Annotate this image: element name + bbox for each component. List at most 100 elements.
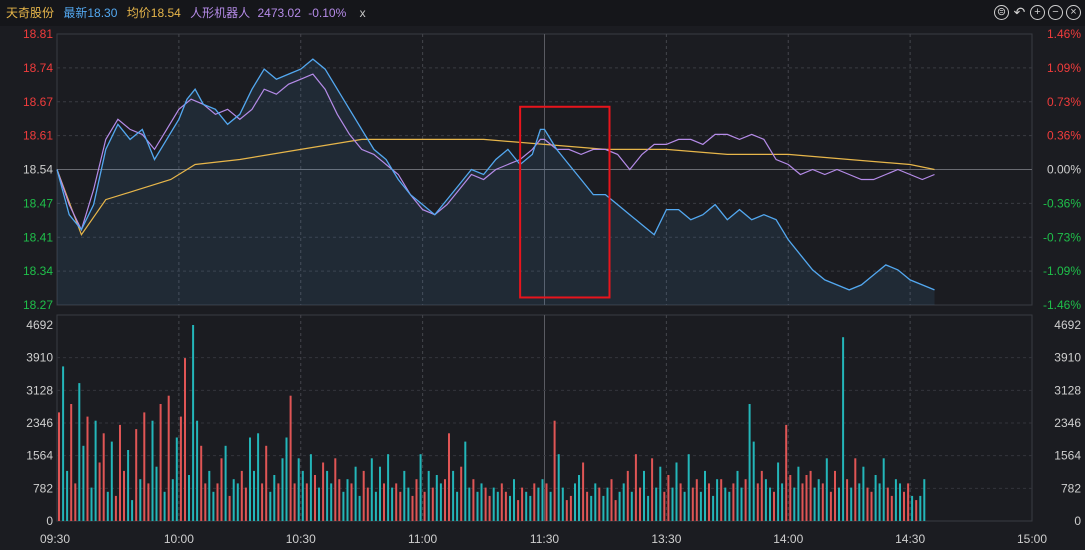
volume-bar xyxy=(212,491,215,521)
volume-bar xyxy=(911,495,914,521)
volume-bar xyxy=(224,445,227,521)
close-index-overlay-button[interactable]: x xyxy=(359,6,366,20)
volume-bar xyxy=(167,395,170,521)
volume-bar xyxy=(476,491,479,521)
volume-bar xyxy=(756,483,759,521)
volume-bar xyxy=(574,483,576,521)
volume-bar xyxy=(74,483,77,521)
price-tick-label: 18.54 xyxy=(23,163,53,177)
volume-bar xyxy=(655,487,658,521)
volume-bar xyxy=(789,475,792,521)
undo-icon[interactable]: ↶ xyxy=(1013,4,1026,20)
settings-icon[interactable]: ⊜ xyxy=(994,5,1009,20)
volume-bar xyxy=(411,495,414,521)
volume-bar xyxy=(817,479,820,521)
volume-bar xyxy=(724,487,727,521)
volume-bar xyxy=(679,483,682,521)
volume-bar xyxy=(618,491,621,521)
volume-bar xyxy=(561,487,564,521)
price-tick-label: 18.74 xyxy=(23,61,53,75)
volume-bar xyxy=(744,479,747,521)
volume-bar xyxy=(667,475,670,521)
volume-bar xyxy=(342,491,345,521)
volume-tick-label: 782 xyxy=(33,481,53,495)
time-tick-label: 10:30 xyxy=(286,532,316,546)
last-price-label: 最新 xyxy=(63,6,88,20)
volume-bar xyxy=(106,491,109,521)
volume-bar xyxy=(204,483,207,521)
volume-bar xyxy=(305,483,308,521)
volume-bar xyxy=(293,483,296,521)
volume-bar xyxy=(785,424,788,521)
volume-bar xyxy=(720,479,723,521)
volume-bar xyxy=(322,462,325,521)
volume-bar xyxy=(123,470,125,521)
volume-bar xyxy=(391,487,394,521)
volume-bar xyxy=(862,466,865,521)
volume-bar xyxy=(439,483,442,521)
volume-bar xyxy=(480,483,483,521)
percent-tick-label: 0.36% xyxy=(1047,129,1081,143)
volume-bar xyxy=(764,479,767,521)
volume-bar xyxy=(415,479,418,521)
volume-bar xyxy=(94,420,97,521)
volume-bar xyxy=(565,500,568,521)
volume-bar xyxy=(338,479,341,521)
volume-bar xyxy=(82,445,85,521)
volume-bar xyxy=(899,483,901,521)
volume-bar xyxy=(586,491,589,521)
volume-bar xyxy=(350,483,353,521)
volume-bar xyxy=(569,495,572,521)
volume-bar xyxy=(874,475,877,521)
volume-bar xyxy=(273,475,276,521)
volume-tick-label: 4692 xyxy=(1054,318,1081,332)
volume-bar xyxy=(131,500,134,521)
volume-bar xyxy=(407,487,410,521)
volume-bar xyxy=(346,479,349,521)
volume-bar xyxy=(740,487,743,521)
volume-bar xyxy=(834,470,836,521)
volume-bar xyxy=(752,441,755,521)
volume-bar xyxy=(716,479,719,521)
volume-bar xyxy=(728,491,731,521)
volume-bar xyxy=(797,466,800,521)
last-price: 最新18.30 xyxy=(63,6,117,20)
volume-bar xyxy=(435,475,438,521)
volume-bar xyxy=(318,487,320,521)
volume-bar xyxy=(249,437,251,521)
volume-bar xyxy=(220,458,223,521)
price-tick-label: 18.67 xyxy=(23,95,53,109)
volume-tick-label: 4692 xyxy=(26,318,53,332)
volume-bar xyxy=(119,424,121,521)
volume-bar xyxy=(58,412,60,521)
price-tick-label: 18.81 xyxy=(23,27,53,41)
volume-bar xyxy=(521,487,524,521)
intraday-chart[interactable]: 18.81 1.46% 18.74 1.09% 18.67 0.73% 18.61 0.36%… xyxy=(0,26,1085,550)
volume-bar xyxy=(301,470,304,521)
volume-bar xyxy=(537,487,540,521)
close-icon[interactable]: × xyxy=(1066,5,1081,20)
volume-bar xyxy=(159,404,162,521)
highlight-box xyxy=(519,105,611,299)
price-tick-label: 18.61 xyxy=(23,129,53,143)
zoom-out-icon[interactable]: − xyxy=(1048,5,1063,20)
time-tick-label: 13:30 xyxy=(651,532,681,546)
volume-bar xyxy=(915,500,918,521)
volume-bar xyxy=(541,479,544,521)
chart-header: 天奇股份 最新18.30 均价18.54 人形机器人 2473.02 -0.10… xyxy=(0,0,1085,26)
stock-name[interactable]: 天奇股份 xyxy=(6,6,55,20)
volume-bar xyxy=(809,470,812,521)
volume-bar xyxy=(326,470,329,521)
volume-bar xyxy=(533,483,536,521)
volume-bar xyxy=(614,500,617,521)
volume-bar xyxy=(659,466,662,521)
volume-bar xyxy=(639,487,641,521)
volume-bar xyxy=(127,450,130,521)
volume-bar xyxy=(175,437,178,521)
time-tick-label: 14:00 xyxy=(773,532,803,546)
volume-bar xyxy=(488,495,491,521)
zoom-in-icon[interactable]: + xyxy=(1030,5,1045,20)
volume-bar xyxy=(886,487,889,521)
volume-bar xyxy=(423,491,426,521)
volume-bar xyxy=(228,495,231,521)
